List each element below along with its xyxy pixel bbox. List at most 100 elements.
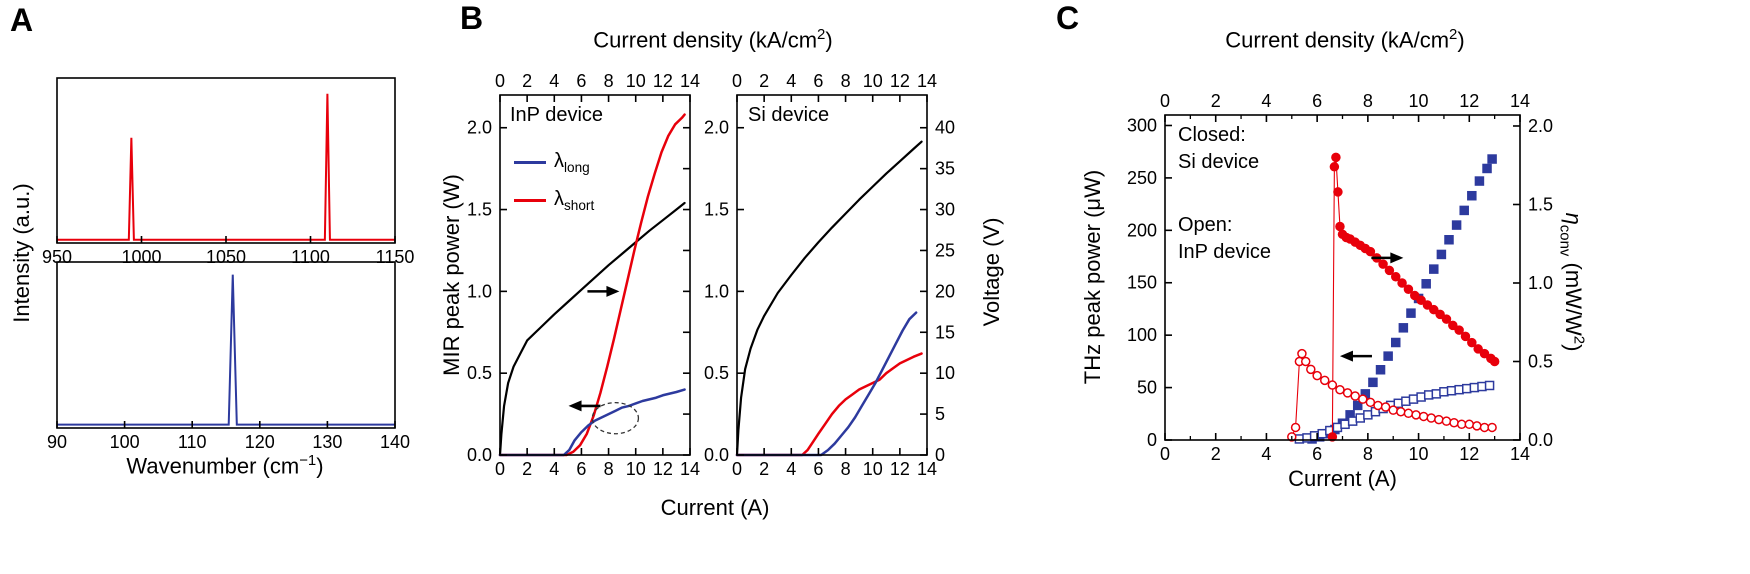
svg-text:0: 0 bbox=[1147, 430, 1157, 450]
lambda-long-line-swatch bbox=[514, 160, 546, 164]
svg-text:25: 25 bbox=[935, 240, 955, 260]
svg-text:0.5: 0.5 bbox=[467, 363, 492, 383]
svg-text:14: 14 bbox=[1510, 91, 1530, 111]
svg-text:0.5: 0.5 bbox=[704, 363, 729, 383]
svg-text:4: 4 bbox=[1261, 444, 1271, 464]
svg-text:35: 35 bbox=[935, 159, 955, 179]
svg-text:8: 8 bbox=[1363, 91, 1373, 111]
svg-text:1.0: 1.0 bbox=[704, 281, 729, 301]
mir-legend: λlong λshort bbox=[514, 150, 594, 226]
si-device-annotation: Si device bbox=[748, 104, 830, 126]
svg-text:100: 100 bbox=[110, 432, 140, 452]
svg-text:200: 200 bbox=[1127, 220, 1157, 240]
svg-text:300: 300 bbox=[1127, 115, 1157, 135]
panel-c-top-axis-title: Current density (kA/cm2) bbox=[1225, 26, 1465, 53]
panel-b-right-axis-title: Voltage (V) bbox=[979, 217, 1004, 327]
svg-text:0: 0 bbox=[732, 71, 742, 91]
svg-text:2: 2 bbox=[522, 71, 532, 91]
panel-a-top-chart: 950 1000 1050 1100 1150 bbox=[42, 77, 414, 267]
legend-item-lambda-long: λlong bbox=[514, 149, 594, 175]
svg-text:6: 6 bbox=[576, 459, 586, 479]
panel-c-left-axis-title: THz peak power (μW) bbox=[1080, 169, 1105, 385]
svg-text:2: 2 bbox=[1211, 444, 1221, 464]
svg-text:0: 0 bbox=[495, 71, 505, 91]
svg-text:1.5: 1.5 bbox=[1528, 194, 1553, 214]
panel-b-si-chart: 0 2 4 6 8 10 12 140 2 4 6 8 10 12 140.00.51.01.52.0051… bbox=[704, 71, 955, 479]
panel-b-top-axis-title: Current density (kA/cm2) bbox=[593, 26, 833, 53]
svg-text:2: 2 bbox=[759, 459, 769, 479]
svg-text:15: 15 bbox=[935, 322, 955, 342]
svg-text:2: 2 bbox=[522, 459, 532, 479]
svg-text:150: 150 bbox=[1127, 273, 1157, 293]
svg-text:8: 8 bbox=[604, 71, 614, 91]
legend-item-lambda-short: λshort bbox=[514, 187, 595, 213]
panel-a-x-axis-title: Wavenumber (cm−1) bbox=[126, 452, 324, 479]
svg-text:0: 0 bbox=[495, 459, 505, 479]
svg-text:6: 6 bbox=[576, 71, 586, 91]
svg-text:6: 6 bbox=[813, 71, 823, 91]
svg-text:4: 4 bbox=[1261, 91, 1271, 111]
svg-text:12: 12 bbox=[890, 71, 910, 91]
svg-text:10: 10 bbox=[626, 71, 646, 91]
svg-text:6: 6 bbox=[1312, 444, 1322, 464]
svg-text:8: 8 bbox=[604, 459, 614, 479]
svg-text:8: 8 bbox=[841, 459, 851, 479]
panel-c-x-axis-title: Current (A) bbox=[1288, 466, 1397, 491]
svg-text:110: 110 bbox=[178, 432, 207, 452]
svg-text:14: 14 bbox=[680, 459, 700, 479]
svg-text:14: 14 bbox=[917, 71, 937, 91]
svg-text:30: 30 bbox=[935, 200, 955, 220]
lambda-long-label: λlong bbox=[554, 149, 590, 175]
svg-text:12: 12 bbox=[653, 459, 673, 479]
svg-text:1.0: 1.0 bbox=[1528, 273, 1553, 293]
inp-device-annotation: InP device bbox=[510, 104, 604, 126]
svg-text:4: 4 bbox=[549, 71, 559, 91]
panel-c-chart: 0 2 4 6 8 10 12 14 0 2 4 6 8 10 12 14 0 50 100 150 200 250 300… bbox=[1127, 91, 1553, 464]
svg-text:40: 40 bbox=[935, 118, 955, 138]
svg-text:90: 90 bbox=[47, 432, 67, 452]
svg-text:6: 6 bbox=[813, 459, 823, 479]
panel-a-bottom-chart: 90 100 110 120 130 140 bbox=[47, 261, 410, 452]
svg-text:4: 4 bbox=[786, 459, 796, 479]
svg-text:8: 8 bbox=[841, 71, 851, 91]
svg-text:12: 12 bbox=[1459, 444, 1479, 464]
svg-text:2: 2 bbox=[759, 71, 769, 91]
panel-c-right-axis-title: ηconv (mW/W2) bbox=[1556, 212, 1588, 352]
lambda-short-line-swatch bbox=[514, 198, 546, 202]
panel-b-x-axis-title: Current (A) bbox=[660, 495, 770, 520]
svg-text:1.0: 1.0 bbox=[467, 281, 492, 301]
svg-text:4: 4 bbox=[786, 71, 796, 91]
panel-b-inp-chart: 0 2 4 6 8 10 12 140 2 4 6 8 10 12 140.00.51.01.52.0 bbox=[467, 71, 700, 479]
svg-text:2.0: 2.0 bbox=[1528, 116, 1553, 136]
svg-text:0: 0 bbox=[935, 445, 945, 465]
svg-text:10: 10 bbox=[935, 363, 955, 383]
svg-text:140: 140 bbox=[380, 432, 410, 452]
svg-text:0.0: 0.0 bbox=[704, 445, 729, 465]
panel-a-label: A bbox=[10, 2, 34, 38]
svg-text:12: 12 bbox=[890, 459, 910, 479]
open-inp-annotation: Open: InP device bbox=[1178, 214, 1272, 263]
lambda-short-label: λshort bbox=[554, 187, 595, 213]
svg-text:2: 2 bbox=[1211, 91, 1221, 111]
svg-text:0.0: 0.0 bbox=[467, 445, 492, 465]
svg-text:2.0: 2.0 bbox=[467, 118, 492, 138]
svg-text:0.0: 0.0 bbox=[1528, 430, 1553, 450]
svg-text:1.5: 1.5 bbox=[704, 200, 729, 220]
svg-text:20: 20 bbox=[935, 281, 955, 301]
svg-text:10: 10 bbox=[1409, 91, 1429, 111]
svg-text:100: 100 bbox=[1127, 325, 1157, 345]
svg-text:0.5: 0.5 bbox=[1528, 351, 1553, 371]
svg-text:0: 0 bbox=[1160, 91, 1170, 111]
svg-text:14: 14 bbox=[1510, 444, 1530, 464]
svg-text:14: 14 bbox=[917, 459, 937, 479]
svg-text:4: 4 bbox=[549, 459, 559, 479]
svg-text:50: 50 bbox=[1137, 378, 1157, 398]
svg-text:130: 130 bbox=[312, 432, 342, 452]
svg-text:1.5: 1.5 bbox=[467, 200, 492, 220]
svg-text:120: 120 bbox=[245, 432, 275, 452]
svg-text:0: 0 bbox=[1160, 444, 1170, 464]
svg-text:5: 5 bbox=[935, 404, 945, 424]
svg-text:10: 10 bbox=[863, 459, 883, 479]
svg-text:14: 14 bbox=[680, 71, 700, 91]
